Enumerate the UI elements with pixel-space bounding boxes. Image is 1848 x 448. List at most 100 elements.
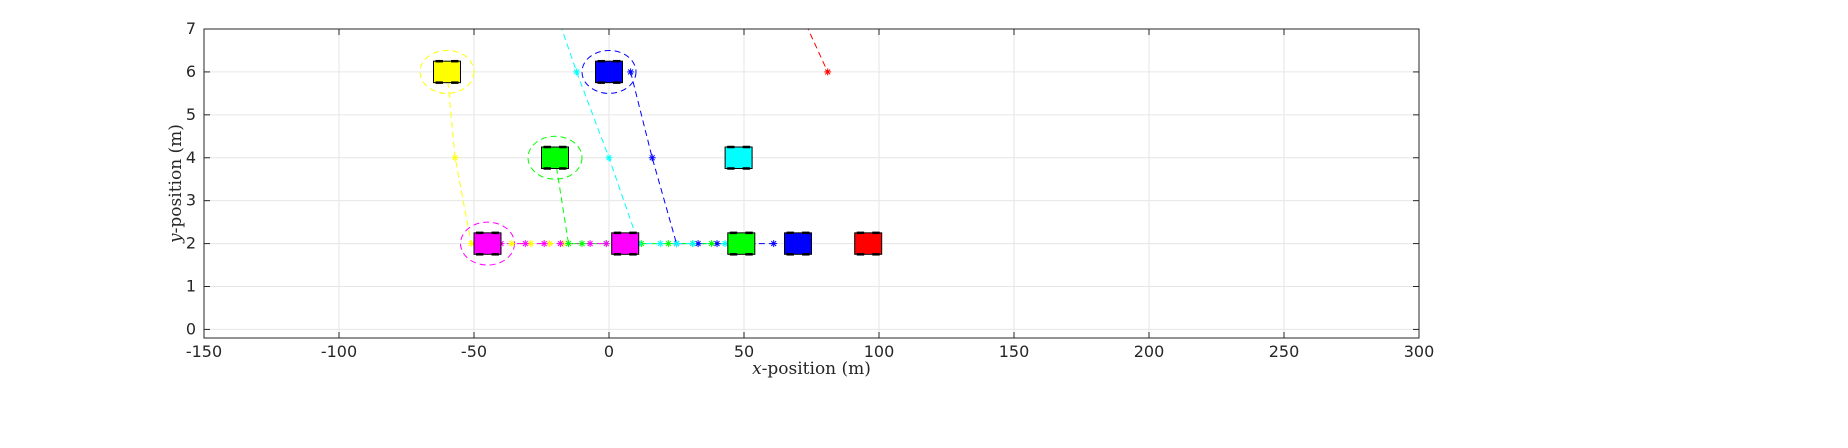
trajectory-marker-blue [627, 68, 635, 76]
x-tick-label: 300 [1404, 342, 1435, 361]
trajectory-marker-cyan [721, 240, 729, 248]
trajectory-markers [443, 68, 832, 248]
trajectory-red [807, 29, 829, 73]
axes-box [203, 28, 1420, 339]
vehicle-magenta-b [611, 231, 640, 256]
safety-circle [581, 49, 637, 94]
vehicle-body [433, 60, 461, 84]
trajectory-marker-green [578, 240, 586, 248]
safety-circle [419, 49, 475, 94]
vehicle-wheel [786, 253, 794, 256]
x-tick-label: 100 [864, 342, 895, 361]
vehicle-wheel [435, 59, 443, 63]
vehicle-wheel [451, 81, 459, 84]
vehicle-wheel [802, 253, 810, 256]
trajectory-marker-cyan [689, 240, 697, 248]
trajectory-marker-yellow [527, 240, 535, 248]
vehicle-wheel [727, 145, 735, 149]
trajectory-marker-blue [694, 240, 702, 248]
vehicle-wheel [613, 231, 622, 235]
x-axis-label: x-position (m) [752, 359, 871, 379]
vehicles [433, 59, 883, 256]
plot-area [204, 29, 1419, 338]
vehicle-wheel [451, 59, 459, 63]
vehicle-body [541, 146, 569, 169]
trajectory-marker-magenta [556, 240, 564, 248]
vehicle-wheel [745, 253, 753, 256]
tick-labels: -150 -100 -50 0 50 100 150 200 250 300 0 1 2 3 4 5 6 7 [186, 19, 1434, 361]
vehicle-body [473, 232, 502, 255]
vehicle-wheel [742, 145, 751, 149]
vehicle-body [854, 232, 883, 255]
vehicle-wheel [786, 231, 794, 235]
vehicle-wheel [727, 167, 735, 170]
vehicle-body [784, 232, 812, 255]
trajectory-marker-magenta [540, 240, 548, 248]
vehicle-wheel [629, 253, 637, 256]
y-tick-label: 0 [186, 319, 196, 338]
trajectory-marker-cyan [673, 240, 680, 248]
vehicle-wheel [613, 253, 622, 256]
vehicle-wheel [745, 231, 753, 235]
vehicle-wheel [802, 231, 810, 235]
vehicle-wheel [872, 231, 880, 235]
x-tick-label: -150 [186, 342, 222, 361]
y-tick-label: 6 [186, 62, 196, 81]
vehicle-wheel [729, 253, 738, 256]
vehicle-wheel [613, 59, 621, 63]
vehicle-wheel [491, 253, 499, 256]
vehicle-green-lane [727, 231, 756, 256]
trajectory-marker-green [565, 240, 572, 248]
vehicle-yellow-start [433, 59, 461, 84]
vehicle-wheel [476, 231, 484, 235]
vehicle-wheel [559, 145, 567, 149]
trajectory-marker-red [824, 68, 832, 76]
vehicle-wheel [543, 167, 551, 170]
vehicle-wheel [856, 231, 865, 235]
axes-frame [203, 28, 1420, 339]
y-tick-label: 3 [186, 191, 196, 210]
y-tick-label: 2 [186, 234, 196, 253]
vehicle-wheel [742, 167, 751, 170]
trajectory-marker-green [664, 240, 672, 248]
x-tick-label: 150 [999, 342, 1030, 361]
y-tick-label: 5 [186, 105, 196, 124]
vehicle-wheel [856, 253, 865, 256]
y-tick-label: 1 [186, 277, 196, 296]
trajectory-marker-cyan [605, 154, 613, 162]
trajectory-marker-yellow [508, 240, 516, 248]
trajectory-marker-green [708, 240, 716, 248]
trajectory-marker-blue [648, 154, 656, 162]
vehicle-wheel [613, 81, 621, 84]
x-tick-label: 250 [1269, 342, 1300, 361]
y-axis-label: y-position (m) [166, 124, 186, 244]
trajectory-marker-magenta [586, 240, 594, 248]
vehicle-wheel [729, 231, 738, 235]
vehicle-wheel [543, 145, 551, 149]
trajectory-green [554, 157, 750, 245]
vehicle-magenta-a [473, 231, 502, 256]
vehicle-wheel [435, 81, 443, 84]
vehicle-wheel [559, 167, 567, 170]
x-tick-label: -50 [461, 342, 487, 361]
trajectory-marker-cyan [656, 240, 664, 248]
vehicle-wheel [597, 59, 605, 63]
trajectory-marker-yellow [451, 154, 459, 162]
safety-circle [527, 135, 583, 180]
vehicle-body [724, 146, 753, 169]
vehicle-green-start [541, 145, 569, 170]
x-tick-label: -100 [321, 342, 357, 361]
x-tick-label: 50 [734, 342, 754, 361]
vehicle-body [611, 232, 640, 255]
vehicle-blue-start [595, 59, 623, 84]
vehicle-wheel [476, 253, 484, 256]
y-tick-label: 7 [186, 19, 196, 38]
y-tick-label: 4 [186, 148, 196, 167]
trajectory-marker-magenta [602, 240, 610, 248]
x-tick-label: 0 [604, 342, 614, 361]
vehicle-body [727, 232, 756, 255]
vehicle-wheel [629, 231, 637, 235]
vehicle-cyan-parked [724, 145, 753, 170]
vehicle-wheel [491, 231, 499, 235]
